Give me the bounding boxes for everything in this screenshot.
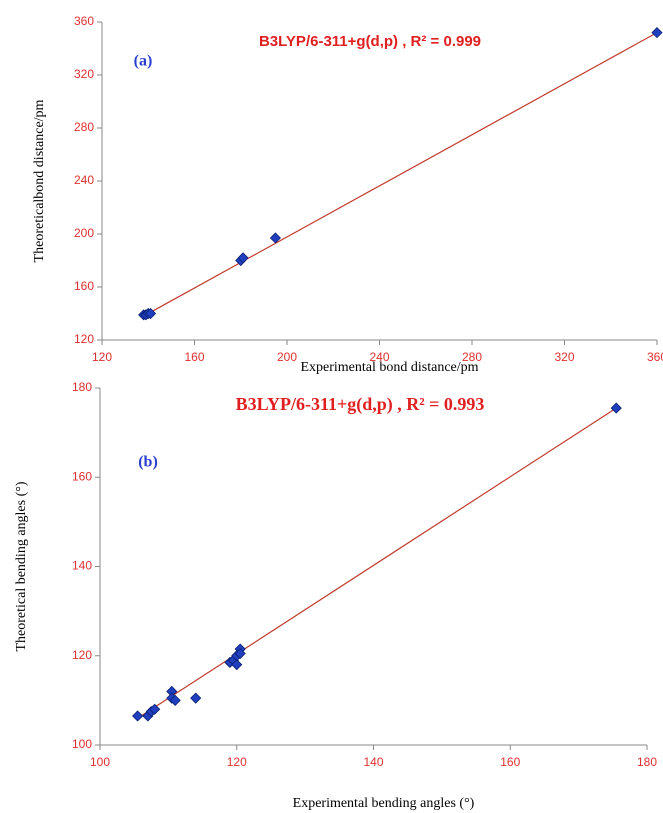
x-tick-label: 100 [90, 755, 110, 769]
y-axis-title: Theoretical bending angles (°) [14, 481, 29, 651]
fit-line [145, 32, 658, 316]
point [132, 710, 144, 722]
y-axis-title: Theoreticalbond distance/pm [32, 99, 47, 262]
point [149, 703, 161, 715]
y-tick-label: 240 [74, 173, 94, 187]
chart-title: B3LYP/6-311+g(d,p) , R² = 0.999 [259, 33, 481, 50]
y-tick-label: 200 [74, 226, 94, 240]
x-tick-label: 200 [277, 350, 297, 364]
y-tick-label: 120 [74, 332, 94, 346]
y-tick-label: 160 [72, 469, 92, 483]
point [169, 694, 181, 706]
y-tick-label: 280 [74, 120, 94, 134]
x-tick-label: 280 [462, 350, 482, 364]
point [190, 692, 202, 704]
point [651, 27, 663, 39]
point [144, 307, 157, 320]
x-tick-label: 160 [500, 755, 520, 769]
y-tick-label: 140 [72, 559, 92, 573]
x-tick-label: 120 [227, 755, 247, 769]
fit-line [137, 407, 617, 719]
x-tick-label: 360 [647, 350, 663, 364]
y-tick-label: 100 [72, 737, 92, 751]
y-tick-label: 320 [74, 67, 94, 81]
point [237, 252, 249, 264]
chart-title: B3LYP/6-311+g(d,p) , R² = 0.993 [236, 394, 485, 415]
x-tick-label: 120 [92, 350, 112, 364]
panel-label: (a) [134, 53, 153, 70]
panel-label: (b) [138, 454, 158, 471]
x-tick-label: 160 [184, 350, 204, 364]
x-tick-label: 180 [637, 755, 657, 769]
x-tick-label: 240 [369, 350, 389, 364]
y-tick-label: 360 [74, 14, 94, 28]
point [269, 232, 282, 244]
y-tick-label: 180 [72, 380, 92, 394]
y-tick-label: 160 [74, 279, 94, 293]
point [234, 647, 246, 660]
x-tick-label: 320 [554, 350, 574, 364]
x-axis-title: Experimental bending angles (°) [293, 796, 475, 811]
point [610, 402, 622, 414]
point [231, 659, 243, 671]
x-tick-label: 140 [363, 755, 383, 769]
x-axis-title: Experimental bond distance/pm [300, 360, 478, 375]
y-tick-label: 120 [72, 648, 92, 662]
